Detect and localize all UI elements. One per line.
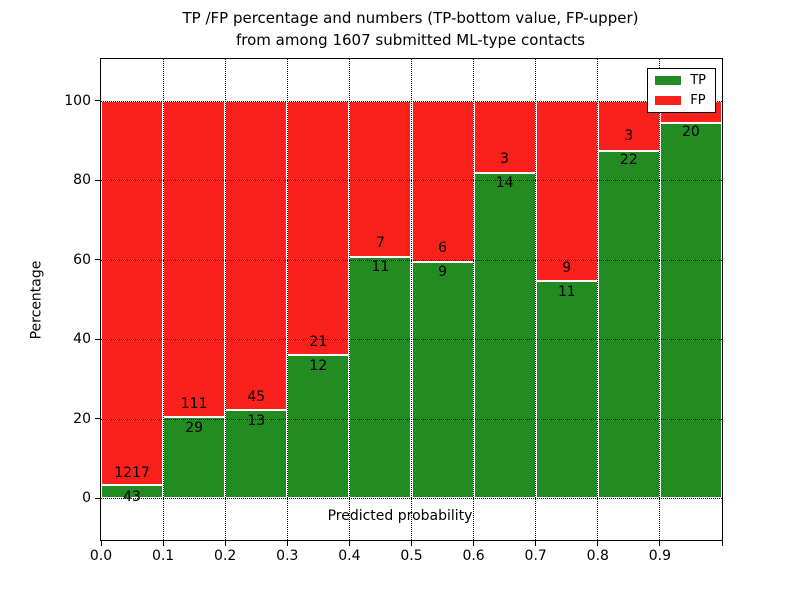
stacked-bar (597, 100, 660, 499)
stacked-bar (411, 100, 474, 499)
tp-count-label: 13 (247, 413, 266, 430)
legend-entry: TP (655, 74, 706, 87)
tp-count-label: 9 (438, 263, 447, 280)
y-tick-label: 40 (73, 331, 91, 348)
tp-count-label: 43 (123, 488, 141, 505)
tp-count-label: 12 (309, 357, 328, 374)
y-tick-label: 60 (73, 251, 91, 268)
stacked-bar (349, 100, 412, 499)
tp-count-label: 22 (619, 152, 638, 169)
fp-count-label: 1217 (114, 464, 150, 481)
fp-count-label: 6 (438, 239, 447, 256)
bar-segment-tp (474, 172, 535, 498)
fp-count-label: 9 (562, 259, 572, 276)
bar-segment-tp (412, 260, 473, 498)
bar-segment-tp (164, 415, 225, 498)
legend-entry-label: FP (690, 93, 706, 108)
x-tick-label: 0.1 (151, 548, 175, 564)
fp-legend-patch (655, 96, 682, 105)
fp-count-label: 3 (624, 128, 634, 145)
bar-segment-tp (660, 121, 721, 498)
x-tick-label: 0.6 (462, 548, 485, 564)
x-tick-mark (597, 541, 599, 546)
legend-entry: FP (655, 94, 706, 107)
stacked-bar (163, 100, 226, 499)
v-gridline (535, 59, 537, 540)
x-tick-label: 0.9 (648, 548, 672, 564)
x-tick-mark (659, 541, 661, 546)
y-tick-label: 80 (73, 172, 91, 189)
tp-count-label: 11 (371, 259, 390, 276)
stacked-bar (473, 100, 536, 499)
stacked-bar (535, 100, 598, 499)
x-tick-mark (286, 541, 288, 546)
x-tick-mark (162, 541, 164, 546)
fp-count-label: 3 (500, 150, 510, 167)
tp-count-label: 20 (682, 123, 700, 140)
tp-count-label: 14 (495, 174, 514, 191)
y-tick-label: 0 (82, 490, 91, 507)
stacked-bar (101, 100, 164, 499)
y-tick-mark (95, 100, 100, 102)
x-tick-label: 0.2 (214, 548, 237, 564)
tp-count-label: 11 (557, 283, 576, 300)
x-tick-label: 0.3 (276, 548, 299, 564)
legend-entry-label: TP (690, 73, 706, 88)
tp-count-label: 29 (185, 419, 204, 436)
v-gridline (659, 59, 661, 540)
legend: TP FP (647, 68, 716, 113)
bar-segment-tp (226, 408, 287, 498)
stacked-bar (659, 100, 722, 499)
v-gridline (224, 59, 226, 540)
x-axis-label: Predicted probability (327, 508, 473, 524)
bar-segment-tp (598, 150, 659, 498)
x-tick-label: 0.8 (586, 548, 609, 564)
bar-segment-tp (350, 256, 411, 498)
y-tick-mark (95, 418, 100, 420)
x-tick-mark (721, 541, 723, 546)
fp-count-label: 7 (375, 235, 385, 252)
chart-title-line1: TP /FP percentage and numbers (TP-bottom… (182, 9, 639, 27)
y-tick-label: 100 (64, 92, 91, 109)
x-tick-mark (535, 541, 537, 546)
fp-count-label: 21 (309, 333, 328, 350)
fp-count-label: 111 (180, 395, 208, 412)
x-tick-mark (411, 541, 412, 546)
y-tick-mark (95, 497, 100, 499)
chart-title: TP /FP percentage and numbers (TP-bottom… (100, 7, 721, 51)
fp-count-label: 45 (247, 389, 266, 406)
x-tick-mark (100, 541, 102, 546)
x-tick-label: 0.5 (400, 548, 423, 564)
x-tick-mark (224, 541, 226, 546)
bar-segment-tp (102, 483, 163, 498)
y-tick-mark (95, 179, 100, 181)
x-tick-label: 0.4 (338, 548, 361, 564)
v-gridline (597, 59, 599, 540)
v-gridline (473, 59, 475, 540)
plot-area: 1217 43 111 29 45 13 21 12 7 11 6 9 3 14 9 11 3 22 20 0.0 0… (28, 58, 723, 564)
bar-segment-tp (288, 353, 349, 498)
v-gridline (348, 59, 350, 540)
v-gridline (286, 59, 288, 540)
x-tick-label: 0.0 (89, 548, 113, 564)
stacked-bar (287, 100, 350, 499)
v-gridline (411, 59, 412, 540)
stacked-bar (225, 100, 288, 499)
v-gridline (162, 59, 164, 540)
y-axis-label: Percentage (28, 260, 45, 339)
x-tick-label: 0.7 (524, 548, 547, 564)
bar-segment-tp (536, 280, 597, 498)
chart-title-line2: from among 1607 submitted ML-type contac… (236, 31, 585, 49)
x-tick-mark (348, 541, 350, 546)
x-tick-mark (473, 541, 475, 546)
y-tick-label: 20 (73, 410, 91, 427)
y-tick-mark (95, 338, 100, 340)
y-tick-mark (95, 259, 100, 261)
tp-legend-patch (655, 76, 682, 85)
